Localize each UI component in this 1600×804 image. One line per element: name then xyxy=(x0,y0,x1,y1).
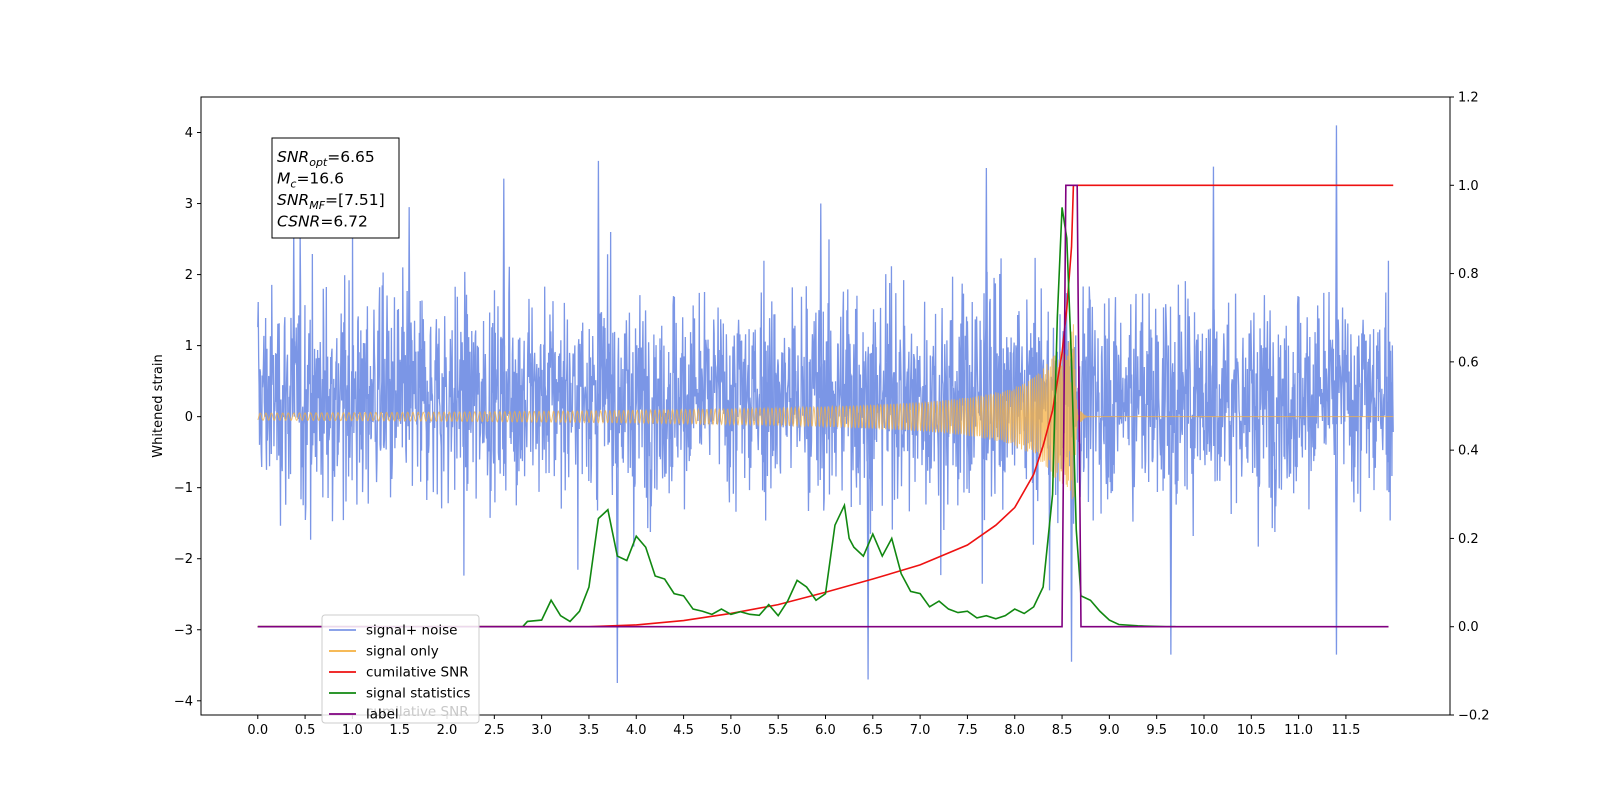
series-label-line xyxy=(257,184,1389,628)
series-signal-only-line xyxy=(257,324,1394,500)
noise-series-layer xyxy=(257,125,1394,684)
x-tick-label: 3.5 xyxy=(579,723,600,738)
annotation-line: CSNR=6.72 xyxy=(277,213,368,231)
x-tick-label: 2.0 xyxy=(437,723,458,738)
y2-tick-label: 0.6 xyxy=(1458,355,1479,370)
legend: cumilative SNR signal+ noise signal only cu… xyxy=(321,614,480,724)
x-tick-label: 10.0 xyxy=(1190,723,1219,738)
legend-label: cumilative SNR xyxy=(366,665,469,681)
y-tick-label: 0 xyxy=(185,410,193,425)
right-axis-series-layer xyxy=(257,184,1394,628)
y2-tick-label: 1.2 xyxy=(1458,91,1479,106)
x-tick-label: 7.0 xyxy=(910,723,931,738)
y2-tick-label: −0.2 xyxy=(1458,709,1490,724)
x-tick-label: 4.0 xyxy=(626,723,647,738)
y-tick-label: 3 xyxy=(185,197,193,212)
y2-tick-label: 0.0 xyxy=(1458,620,1479,635)
y-tick-label: 4 xyxy=(185,126,193,141)
series-signal-noise-line xyxy=(257,125,1394,684)
x-tick-label: 8.0 xyxy=(1004,723,1025,738)
x-axis: 0.0 0.5 1.0 1.5 2.0 2.5 3.0 3.5 4.0 4.5 5.0 5.5 6.0 6… xyxy=(247,715,1360,738)
annotation-line: Mc=16.6 xyxy=(277,170,344,191)
x-tick-label: 6.5 xyxy=(862,723,883,738)
y-axis-left: 4 3 2 1 0 −1 −2 −3 −4 xyxy=(174,126,201,709)
x-tick-label: 1.0 xyxy=(342,723,363,738)
x-tick-label: 10.5 xyxy=(1237,723,1266,738)
y-axis-label: Whitened strain xyxy=(151,354,166,457)
x-tick-label: 5.5 xyxy=(768,723,789,738)
x-tick-label: 8.5 xyxy=(1052,723,1073,738)
legend-ghost-text: cumilative SNR xyxy=(366,704,469,720)
x-tick-label: 6.0 xyxy=(815,723,836,738)
series-cumulative-snr-line xyxy=(257,184,1394,628)
x-tick-label: 0.5 xyxy=(295,723,316,738)
x-tick-label: 9.5 xyxy=(1146,723,1167,738)
signal-series-layer xyxy=(257,324,1394,500)
x-tick-label: 9.0 xyxy=(1099,723,1120,738)
x-tick-label: 1.5 xyxy=(389,723,410,738)
y2-tick-label: 0.8 xyxy=(1458,267,1479,282)
y2-tick-label: 0.4 xyxy=(1458,444,1479,459)
annotation-box-frame xyxy=(271,137,400,239)
annotation-line: SNRMF=[7.51] xyxy=(277,191,385,212)
legend-label: signal statistics xyxy=(366,686,470,702)
x-tick-label: 11.0 xyxy=(1284,723,1313,738)
x-tick-label: 7.5 xyxy=(957,723,978,738)
x-tick-label: 2.5 xyxy=(484,723,505,738)
legend-frame xyxy=(321,614,480,724)
legend-label: signal+ noise xyxy=(366,623,457,639)
x-tick-label: 11.5 xyxy=(1331,723,1360,738)
legend-label: label xyxy=(366,707,399,723)
y2-tick-label: 1.0 xyxy=(1458,179,1479,194)
y-axis-right: 1.2 1.0 0.8 0.6 0.4 0.2 0.0 −0.2 xyxy=(1450,91,1490,724)
y-tick-label: −2 xyxy=(174,552,193,567)
y-tick-label: −3 xyxy=(174,623,193,638)
annotation-line: SNRopt=6.65 xyxy=(277,148,375,169)
x-tick-label: 0.0 xyxy=(247,723,268,738)
x-tick-label: 3.0 xyxy=(531,723,552,738)
y-tick-label: −4 xyxy=(174,694,193,709)
y-tick-label: 2 xyxy=(185,268,193,283)
y2-tick-label: 0.2 xyxy=(1458,532,1479,547)
series-signal-statistics-line xyxy=(257,207,1176,628)
x-tick-label: 5.0 xyxy=(721,723,742,738)
legend-label: signal only xyxy=(366,644,439,660)
y-tick-label: 1 xyxy=(185,339,193,354)
y-tick-label: −1 xyxy=(174,481,193,496)
x-tick-label: 4.5 xyxy=(673,723,694,738)
